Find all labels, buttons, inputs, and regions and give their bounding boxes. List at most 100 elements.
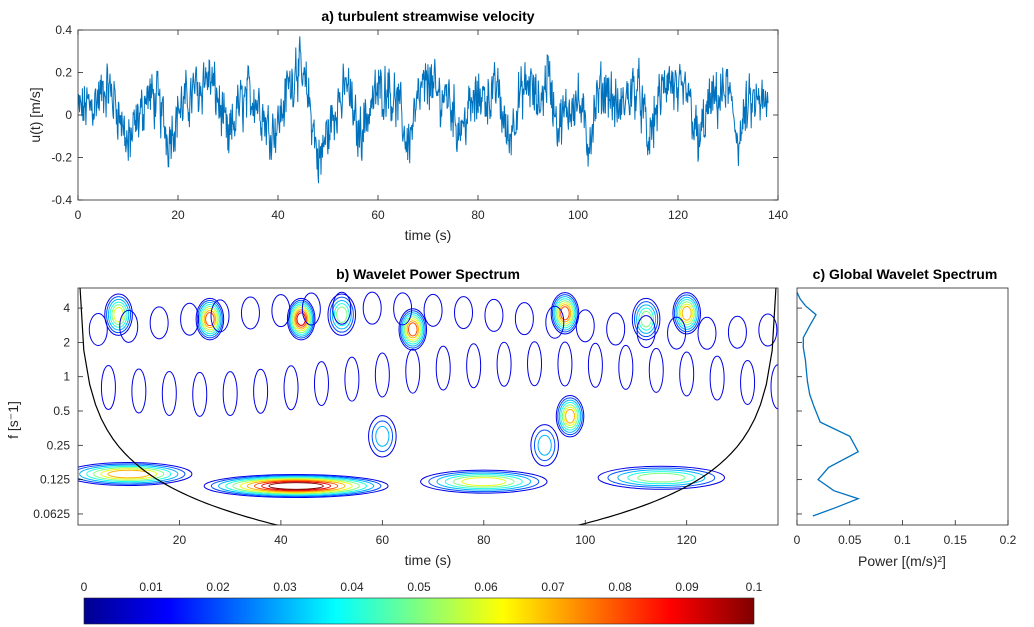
wavelet-contour xyxy=(407,322,418,337)
wavelet-contour xyxy=(420,469,548,494)
wavelet-contour-low xyxy=(545,305,565,339)
wavelet-contour xyxy=(113,306,124,323)
wavelet-contour xyxy=(286,297,316,341)
wavelet-contour xyxy=(597,465,726,490)
c-xtick-label: 0.2 xyxy=(1000,533,1017,547)
wavelet-contour xyxy=(406,320,419,339)
b-ytick-label: 2 xyxy=(63,335,70,349)
wavelet-contour-low xyxy=(253,368,269,414)
wavelet-contour xyxy=(225,476,368,496)
wavelet-contour-low xyxy=(697,316,717,350)
panel-b: b) Wavelet Power Spectrum 20 40 60 80 100 120… xyxy=(5,266,779,568)
wavelet-contour xyxy=(402,314,424,345)
wavelet-contour xyxy=(436,472,532,491)
a-ytick-label: 0.2 xyxy=(55,66,72,80)
wavelet-contour xyxy=(638,307,654,331)
wavelet-contour xyxy=(107,469,151,479)
wavelet-contour xyxy=(680,303,694,323)
wavelet-contour-low xyxy=(758,313,778,347)
wavelet-contour-low xyxy=(222,371,238,417)
wavelet-contour xyxy=(375,425,390,447)
wavelet-contour xyxy=(246,479,346,493)
wavelet-contour-low xyxy=(313,361,329,407)
c-xtick-label: 0 xyxy=(794,533,801,547)
panel-a-frame xyxy=(77,29,779,201)
wavelet-contour xyxy=(218,475,375,497)
wavelet-contour-low xyxy=(514,302,534,336)
b-xtick-label: 100 xyxy=(575,533,595,547)
wavelet-contour-low xyxy=(332,291,352,325)
wavelet-contour xyxy=(329,296,354,333)
wavelet-contour xyxy=(268,482,324,490)
wavelet-contour-low xyxy=(727,315,747,349)
wavelet-contour xyxy=(617,469,706,487)
panel-b-frame xyxy=(77,287,779,526)
panel-a-xlabel: time (s) xyxy=(405,227,452,243)
c-xtick-label: 0.05 xyxy=(838,533,862,547)
wavelet-contour xyxy=(368,415,397,458)
wavelet-contour xyxy=(675,296,698,330)
wavelet-contour xyxy=(107,298,130,331)
wavelet-contour xyxy=(79,464,179,484)
a-xtick-label: 100 xyxy=(568,208,588,222)
wavelet-contour-low xyxy=(484,298,504,332)
wavelet-contour-low xyxy=(161,370,177,416)
colorbar-ticks: 0 0.01 0.02 0.03 0.04 0.05 0.06 0.07 0.08 0.09 0.1 xyxy=(81,580,763,594)
wavelet-contour-low xyxy=(131,368,147,414)
panel-a-ylabel: u(t) [m/s] xyxy=(27,87,43,142)
wavelet-contour xyxy=(78,462,193,487)
wavelet-contour-low xyxy=(454,296,474,330)
wavelet-contour-low xyxy=(770,364,778,410)
a-xtick-label: 140 xyxy=(768,208,788,222)
wavelet-contour xyxy=(261,481,332,491)
wavelet-contour-low xyxy=(740,359,756,405)
wavelet-contour-low xyxy=(606,312,626,346)
wavelet-contour xyxy=(556,300,574,327)
panel-b-axes: 20 40 60 80 100 120 4 2 1 0.5 0.25 0.125 0.0625 xyxy=(33,301,697,547)
wavelet-contour xyxy=(199,304,221,335)
panel-a-title: a) turbulent streamwise velocity xyxy=(321,8,534,24)
a-ytick-label: 0 xyxy=(65,108,72,122)
colorbar-gradient xyxy=(83,597,755,625)
b-xtick-label: 120 xyxy=(677,533,697,547)
wavelet-contour-low xyxy=(100,365,116,411)
wavelet-contour xyxy=(631,297,661,341)
b-xtick-label: 40 xyxy=(274,533,288,547)
a-xtick-label: 80 xyxy=(471,208,485,222)
wavelet-contour xyxy=(551,294,578,333)
wavelet-contour xyxy=(203,310,217,329)
wavelet-contour xyxy=(405,318,421,341)
wavelet-contour xyxy=(560,306,570,321)
wavelet-contour xyxy=(109,301,128,328)
wavelet-contour-low xyxy=(344,356,360,402)
colorbar-tick-label: 0.1 xyxy=(746,580,763,594)
b-xtick-label: 60 xyxy=(376,533,390,547)
wavelet-contour xyxy=(371,420,394,453)
wavelet-contour xyxy=(295,310,308,328)
wavelet-contour-low xyxy=(587,342,603,388)
wavelet-contour xyxy=(530,424,559,467)
b-ytick-label: 0.25 xyxy=(47,438,71,452)
wavelet-contour xyxy=(428,471,540,493)
a-xtick-label: 60 xyxy=(371,208,385,222)
colorbar-tick-label: 0.09 xyxy=(675,580,699,594)
wavelet-contour-low xyxy=(527,341,543,387)
wavelet-contour xyxy=(104,293,133,336)
panel-c-axes: 0 0.05 0.1 0.15 0.2 xyxy=(794,307,1017,547)
wavelet-contour xyxy=(607,467,716,488)
colorbar: 0 0.01 0.02 0.03 0.04 0.05 0.06 0.07 0.08 0.09 0.1 xyxy=(81,580,763,625)
wavelet-contour xyxy=(461,477,507,487)
a-xtick-label: 0 xyxy=(75,208,82,222)
wavelet-contour-low xyxy=(119,309,139,343)
b-ytick-label: 0.5 xyxy=(53,404,70,418)
wavelet-contour xyxy=(292,306,310,332)
wavelet-contour xyxy=(565,408,576,424)
wavelet-contour xyxy=(557,302,573,325)
wavelet-contour xyxy=(558,399,582,433)
wavelet-contour-low xyxy=(423,293,443,327)
wavelet-contour-low xyxy=(88,313,108,347)
wavelet-contour xyxy=(550,292,580,335)
wavelet-contour xyxy=(673,294,700,333)
wavelet-contour xyxy=(232,477,360,495)
cone-of-influence xyxy=(79,288,777,525)
